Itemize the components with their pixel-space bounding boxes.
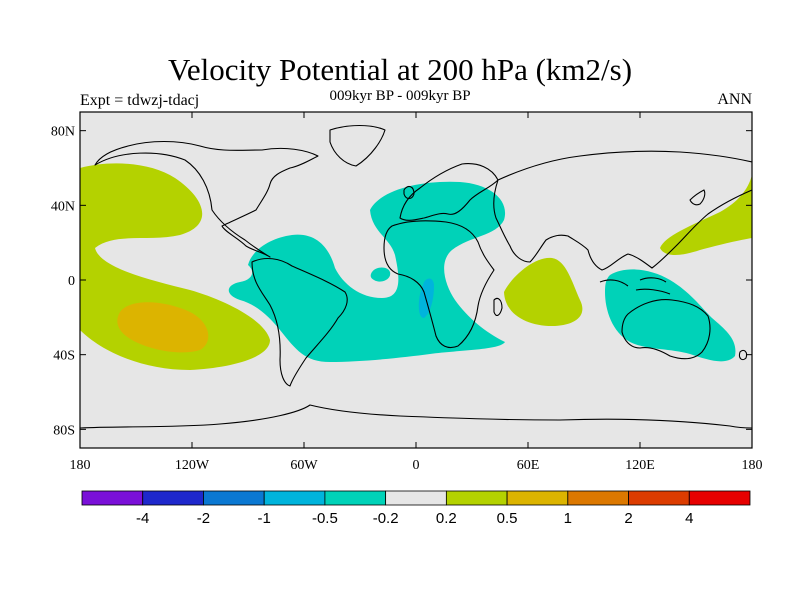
lat-tick-label: 40N [51,199,75,214]
colorbar-label: -0.2 [373,510,399,527]
colorbar-label: -0.5 [312,510,338,527]
colorbar-label: -4 [136,510,149,527]
lat-tick-label: 80S [53,423,75,438]
field-region [605,269,736,362]
colorbar-swatch [688,490,751,506]
coastline-europe [399,163,499,221]
season-label: ANN [717,91,752,108]
colorbar-swatch [506,490,569,506]
coastlines [80,124,752,429]
colorbar-swatch [203,490,265,506]
coastline-africa [383,220,495,349]
lat-tick-label: 80N [51,125,75,140]
coastline-new-zealand [738,349,748,361]
colorbar-swatch [263,490,326,506]
axis-ticks: 80N 40N 0 40S 80S 180 120W 60W 0 60E 120E 180 [51,112,763,473]
field-region [117,302,209,353]
colorbar-swatch [567,490,629,506]
lon-tick-label: 180 [70,458,91,473]
lon-tick-label: 120E [625,458,655,473]
coastline-uk [403,185,415,200]
field-region [228,181,506,362]
coastline-greenland [329,124,386,167]
coastline-japan [689,189,706,206]
colorbar-swatch [445,490,508,506]
colorbar: -4 -2 -1 -0.5 -0.2 0.2 0.5 1 2 4 [81,490,751,527]
lon-tick-label: 180 [742,458,763,473]
lon-tick-label: 60W [290,458,318,473]
coastline-asia [493,150,752,271]
colorbar-label: 4 [685,510,693,527]
coastline-indonesia [599,277,671,295]
field-region [370,267,391,282]
colorbar-label: 0.5 [497,510,518,527]
lon-tick-label: 60E [517,458,540,473]
lon-tick-label: 120W [175,458,210,473]
colorbar-label: 1 [564,510,572,527]
experiment-label: Expt = tdwzj-tdacj [80,92,200,109]
colorbar-swatch [142,490,204,506]
coastline-australia [621,299,711,360]
lat-tick-label: 40S [53,349,75,364]
colorbar-swatch [324,490,387,506]
colorbar-swatch [385,490,447,506]
coastline-south-america [251,257,348,387]
colorbar-swatch [81,490,144,506]
colorbar-label: -1 [258,510,271,527]
lat-tick-label: 0 [68,274,75,289]
coastline-north-america [94,141,319,258]
coastline-antarctica [80,404,752,429]
plot-subtitle: 009kyr BP - 009kyr BP [329,88,471,104]
plot-title: Velocity Potential at 200 hPa (km2/s) [167,52,633,87]
colorbar-label: -2 [197,510,210,527]
lon-tick-label: 0 [413,458,420,473]
coastline-madagascar [493,297,503,317]
colorbar-label: 2 [624,510,632,527]
colorbar-label: 0.2 [436,510,457,527]
field-contours [80,163,752,370]
colorbar-swatch [628,490,690,506]
field-region [504,257,583,327]
field-region [660,175,752,255]
